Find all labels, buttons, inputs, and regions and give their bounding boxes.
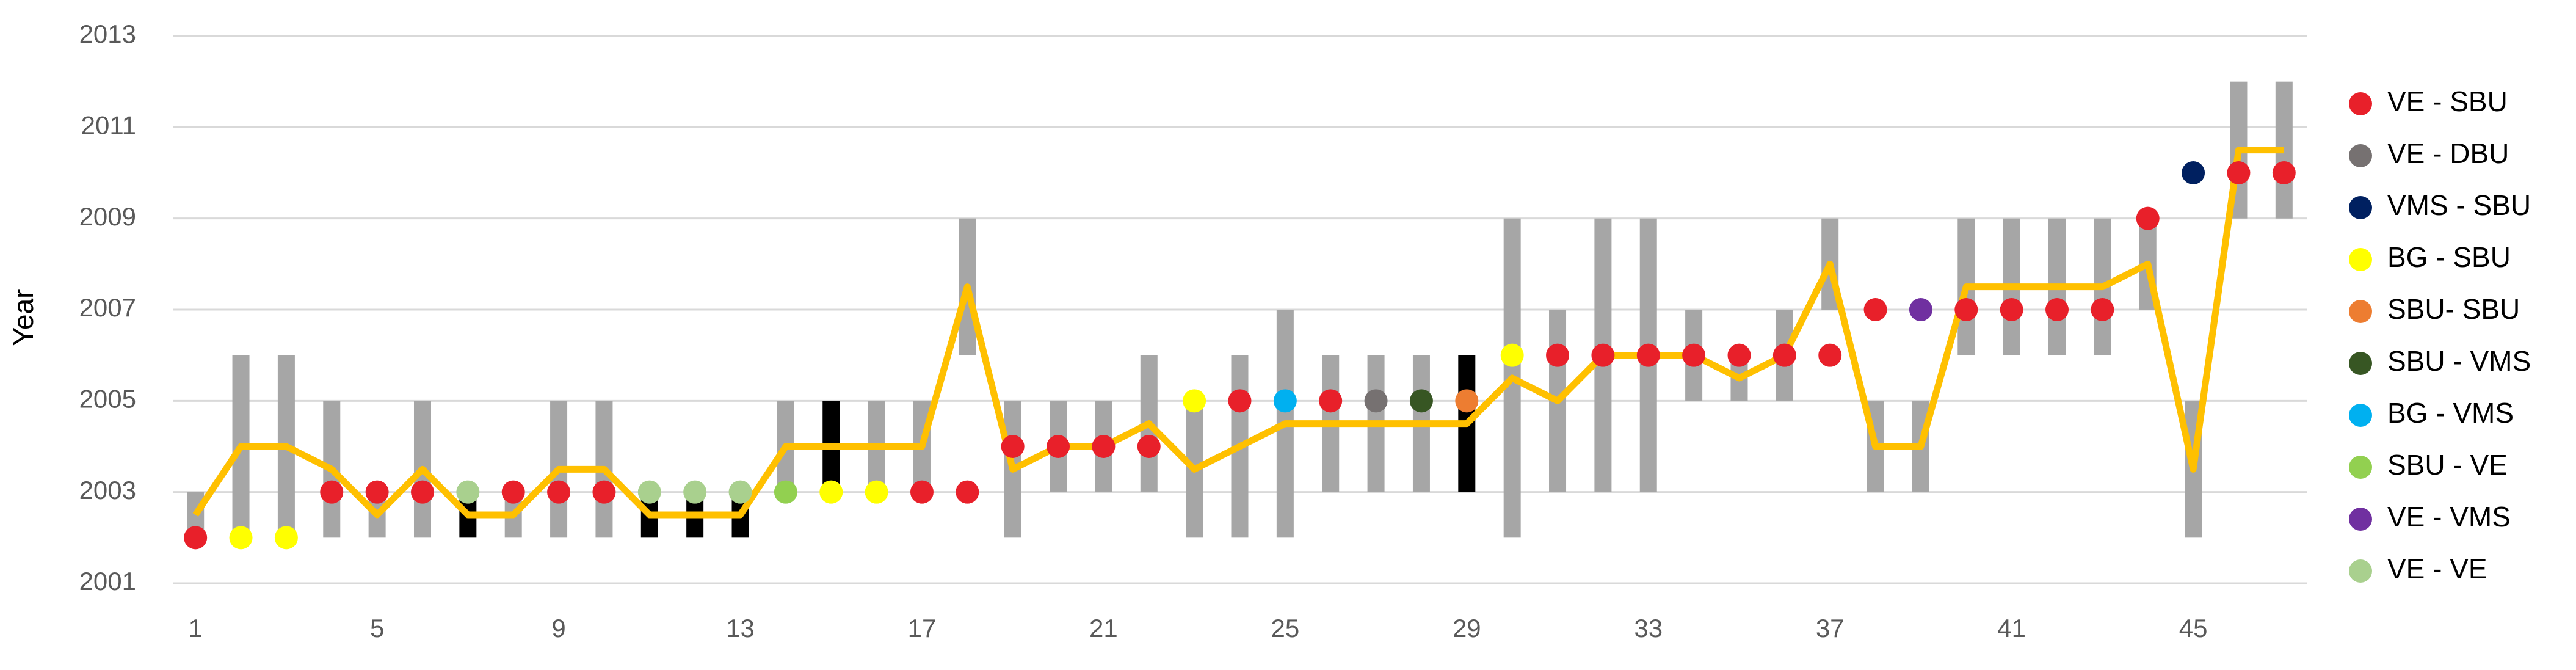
y-tick-label: 2003 — [79, 476, 136, 504]
dot — [501, 480, 525, 504]
legend-marker — [2349, 404, 2372, 427]
dot — [728, 480, 752, 504]
dot — [2000, 298, 2023, 321]
x-tick-label: 33 — [1634, 614, 1663, 643]
legend-label: VMS - SBU — [2387, 189, 2531, 221]
dot — [1183, 389, 1206, 413]
x-tick-label: 45 — [2179, 614, 2208, 643]
dot — [865, 480, 888, 504]
x-tick-label: 17 — [908, 614, 937, 643]
dot — [1319, 389, 1343, 413]
legend-marker — [2349, 508, 2372, 531]
y-tick-label: 2007 — [79, 293, 136, 322]
legend-label: VE - DBU — [2387, 137, 2509, 169]
dot — [2182, 161, 2205, 184]
y-tick-label: 2011 — [81, 111, 136, 139]
dot — [456, 480, 480, 504]
dot — [1818, 343, 1842, 367]
y-tick-label: 2009 — [79, 202, 136, 231]
dot — [1092, 435, 1116, 458]
legend-label: BG - SBU — [2387, 241, 2511, 273]
dot — [1001, 435, 1025, 458]
dot — [320, 480, 344, 504]
dot — [1228, 389, 1252, 413]
mean-line — [192, 147, 2284, 519]
dot — [1364, 389, 1388, 413]
dot — [1772, 343, 1796, 367]
x-tick-label: 5 — [370, 614, 384, 643]
dot — [1546, 343, 1570, 367]
dot — [184, 526, 208, 550]
x-tick-label: 1 — [189, 614, 203, 643]
legend-marker — [2349, 456, 2372, 479]
x-tick-label: 41 — [1997, 614, 2026, 643]
legend-marker — [2349, 300, 2372, 323]
dot — [819, 480, 843, 504]
legend-label: SBU- SBU — [2387, 293, 2520, 325]
dot — [956, 480, 979, 504]
legend-label: VE - VMS — [2387, 501, 2511, 533]
legend-label: VE - SBU — [2387, 86, 2508, 117]
x-tick-label: 29 — [1453, 614, 1481, 643]
dot — [229, 526, 253, 550]
x-tick-label: 25 — [1271, 614, 1300, 643]
dot — [1727, 343, 1751, 367]
dot — [365, 480, 389, 504]
x-tick-label: 9 — [551, 614, 565, 643]
dot — [274, 526, 298, 550]
dot — [1636, 343, 1660, 367]
legend-marker — [2349, 196, 2372, 219]
dot — [2136, 206, 2160, 230]
dot — [683, 480, 707, 504]
dot — [1455, 389, 1479, 413]
legend-marker — [2349, 559, 2372, 583]
dot — [592, 480, 616, 504]
dot — [1682, 343, 1706, 367]
y-tick-label: 2005 — [79, 384, 136, 413]
dot — [1273, 389, 1297, 413]
dot — [1047, 435, 1070, 458]
legend-label: BG - VMS — [2387, 397, 2514, 429]
x-tick-label: 37 — [1816, 614, 1845, 643]
legend-marker — [2349, 352, 2372, 375]
dot — [910, 480, 934, 504]
dot — [774, 480, 797, 504]
legend-label: SBU - VMS — [2387, 345, 2531, 377]
dot — [1591, 343, 1615, 367]
dot — [2091, 298, 2114, 321]
x-tick-label: 13 — [726, 614, 755, 643]
dot — [1500, 343, 1524, 367]
dot — [1409, 389, 1433, 413]
dot — [637, 480, 661, 504]
legend-label: SBU - VE — [2387, 449, 2508, 481]
dot — [547, 480, 571, 504]
y-tick-label: 2013 — [79, 20, 136, 48]
legend-label: VE - VE — [2387, 553, 2487, 584]
dot — [1954, 298, 1978, 321]
dot — [2227, 161, 2251, 184]
dot — [410, 480, 434, 504]
dot — [2272, 161, 2296, 184]
dot — [1863, 298, 1887, 321]
legend-marker — [2349, 248, 2372, 271]
y-tick-label: 2001 — [79, 567, 136, 595]
y-axis-label: Year — [7, 289, 39, 346]
legend-marker — [2349, 92, 2372, 115]
legend-marker — [2349, 144, 2372, 167]
dot — [1137, 435, 1161, 458]
dot — [2045, 298, 2069, 321]
x-tick-label: 21 — [1089, 614, 1118, 643]
dot — [1909, 298, 1932, 321]
